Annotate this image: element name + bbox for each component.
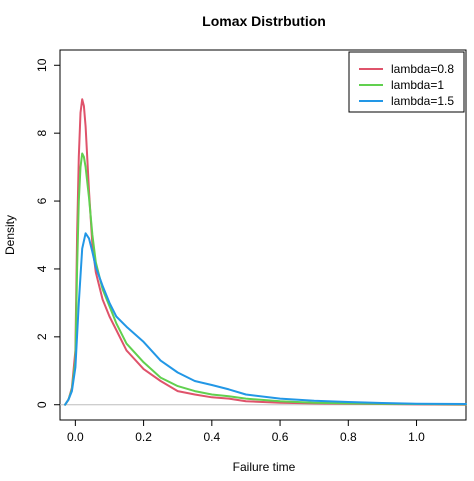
plot-frame bbox=[59, 49, 467, 421]
x-tick-label: 0.2 bbox=[135, 430, 152, 444]
legend-label-2: lambda=1 bbox=[391, 78, 444, 92]
series-line-2 bbox=[64, 152, 467, 406]
y-axis: 0 2 4 6 8 10 bbox=[35, 58, 60, 408]
x-axis-label: Failure time bbox=[233, 460, 296, 474]
legend-label-1: lambda=0.8 bbox=[391, 62, 454, 76]
y-tick-label: 2 bbox=[35, 333, 49, 340]
y-tick-label: 0 bbox=[35, 401, 49, 408]
y-tick-label: 4 bbox=[35, 265, 49, 272]
series-layer bbox=[64, 98, 467, 406]
y-tick-label: 6 bbox=[35, 197, 49, 204]
series-line-1 bbox=[64, 98, 467, 406]
x-tick-label: 0.0 bbox=[67, 430, 84, 444]
x-tick-label: 0.4 bbox=[203, 430, 220, 444]
chart-title: Lomax Distrbution bbox=[202, 13, 326, 29]
x-tick-label: 1.0 bbox=[408, 430, 425, 444]
y-tick-label: 8 bbox=[35, 130, 49, 137]
y-tick-label: 10 bbox=[35, 58, 49, 72]
legend-label-3: lambda=1.5 bbox=[391, 94, 454, 108]
x-axis: 0.0 0.2 0.4 0.6 0.8 1.0 bbox=[67, 420, 425, 444]
y-axis-label: Density bbox=[3, 215, 17, 255]
x-tick-label: 0.8 bbox=[340, 430, 357, 444]
x-tick-label: 0.6 bbox=[272, 430, 289, 444]
series-line-3 bbox=[64, 232, 467, 406]
legend: lambda=0.8 lambda=1 lambda=1.5 bbox=[348, 51, 465, 113]
